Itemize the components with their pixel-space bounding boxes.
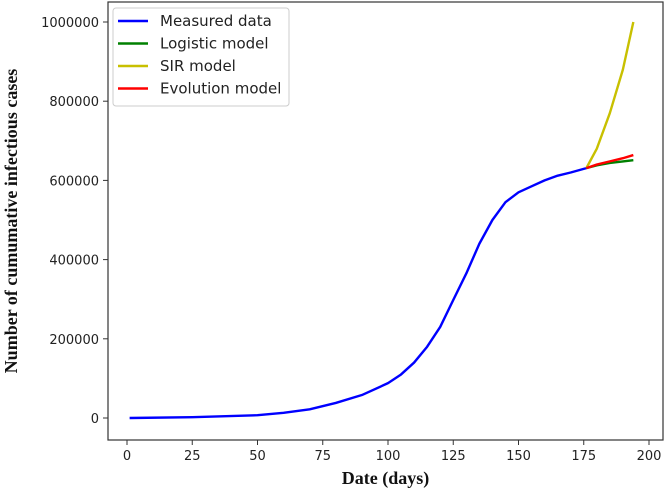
legend-label: Measured data	[160, 12, 272, 30]
series-line-evolution-model	[585, 153, 634, 170]
y-tick-label: 400000	[49, 254, 99, 269]
x-tick-label: 150	[506, 449, 531, 464]
legend-label: Evolution model	[160, 80, 281, 98]
x-tick-label: 25	[184, 449, 201, 464]
x-tick-label: 100	[376, 449, 401, 464]
y-tick-label: 200000	[49, 333, 99, 348]
y-tick-label: 800000	[49, 95, 99, 110]
series-line-measured-data	[129, 166, 587, 420]
series-line-sir-model	[585, 21, 635, 169]
y-axis-label: Number of cumumative infectious cases	[1, 69, 21, 374]
x-tick-label: 50	[249, 449, 266, 464]
legend-label: Logistic model	[160, 35, 269, 53]
x-axis-label: Date (days)	[342, 468, 430, 489]
y-tick-label: 600000	[49, 174, 99, 189]
x-tick-label: 125	[441, 449, 466, 464]
x-tick-label: 0	[123, 449, 131, 464]
legend: Measured data Logistic model SIR model Evol…	[112, 7, 290, 107]
legend-label: SIR model	[160, 57, 236, 75]
y-tick-label: 0	[91, 412, 99, 427]
x-tick-label: 200	[637, 449, 662, 464]
x-tick-label: 75	[314, 449, 331, 464]
y-tick-label: 1000000	[41, 16, 99, 31]
x-tick-label: 175	[571, 449, 596, 464]
